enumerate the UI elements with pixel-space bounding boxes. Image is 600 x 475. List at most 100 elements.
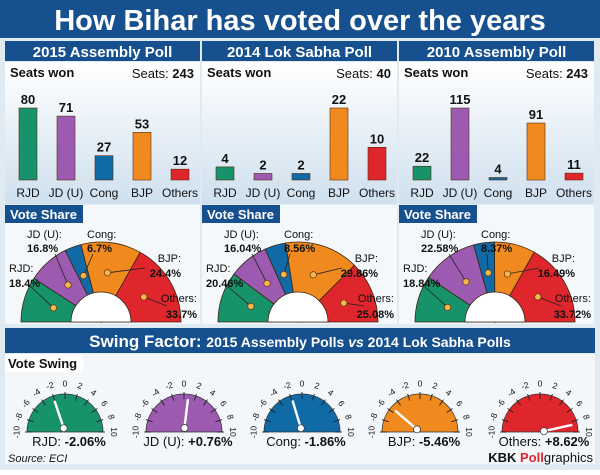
gauge-tick-label: -10 [11, 426, 21, 439]
gauge-tick-label: -8 [132, 412, 144, 423]
share-value: 16.49% [538, 268, 576, 280]
bar-label: RJD [410, 186, 434, 200]
gauge-tick-label: 0 [300, 378, 305, 388]
vote-share-header [5, 205, 83, 223]
bar-value: 22 [332, 92, 346, 107]
gauge-tick [203, 399, 208, 406]
pie-slice-bjp [80, 241, 141, 324]
gauge-party-label: RJD: [32, 434, 65, 449]
gauge-needle [544, 423, 573, 432]
leader-dot [503, 270, 511, 278]
bar-value: 91 [529, 107, 543, 122]
gauge-tick [527, 393, 531, 401]
gauge-tick [566, 408, 573, 413]
leader-dot [263, 279, 271, 287]
gauge-tick [193, 393, 197, 401]
gauge-tick-label: 2 [431, 380, 439, 391]
gauge-tick [559, 399, 564, 406]
bar-jdu [253, 173, 273, 181]
bar-bjp [329, 107, 349, 181]
gauge-caption: Others: +8.62% [499, 434, 590, 449]
gauge-tick [171, 393, 175, 401]
gauge-tick-label: 2 [195, 380, 203, 391]
gauge-needle-hub [296, 424, 305, 433]
bar-cong [94, 155, 114, 181]
gauge-tick [160, 399, 165, 406]
bar-label: Others [556, 186, 592, 200]
gauge-dial [501, 393, 579, 433]
gauge-tick-label: 8 [225, 413, 236, 421]
gauge-tick-label: 4 [89, 387, 99, 398]
gauge-party-label: Cong: [266, 434, 304, 449]
gauge-tick-label: 10 [346, 427, 356, 437]
leader-dot [280, 270, 288, 279]
vote-share-label: Vote Share [404, 207, 471, 222]
poll-title: 2015 Assembly Poll [33, 44, 173, 61]
bar-label: JD (U) [443, 186, 478, 200]
bar-rjd [18, 107, 38, 181]
gauge-needle [53, 400, 65, 428]
gauge-tick [571, 419, 579, 423]
gauge-tick [516, 399, 521, 406]
poll-header [399, 41, 594, 61]
bar-label: JD (U) [246, 186, 281, 200]
gauge-tick-label: -2 [164, 380, 175, 392]
gauge-tick-label: -10 [248, 426, 258, 439]
pie-core [464, 291, 526, 323]
share-value: 8.37% [481, 243, 512, 255]
gauge-tick-label: 10 [584, 427, 594, 437]
leader-dot [103, 269, 111, 277]
seats-area [5, 62, 200, 204]
credit-c: graphics [544, 450, 594, 465]
leader-dot [309, 271, 317, 279]
seats-label: Seats won [10, 65, 74, 80]
gauge-tick-label: 6 [218, 399, 229, 409]
gauge-tick [451, 419, 459, 423]
poll-title: 2010 Assembly Poll [427, 44, 567, 61]
credit: KBK Pollgraphics [488, 450, 593, 465]
gauge-tick-label: 6 [454, 399, 465, 409]
poll-header [202, 41, 397, 61]
gauge-value: +8.62% [545, 434, 590, 449]
gauge-tick [387, 408, 394, 413]
share-label: Cong: [284, 229, 313, 241]
gauge-tick [429, 393, 433, 401]
vote-share-header [202, 205, 280, 223]
gauge-tick-label: 4 [444, 387, 454, 398]
gauge-needle-hub [540, 427, 548, 435]
gauge-tick [52, 393, 56, 401]
bar-label: Others [162, 186, 198, 200]
poll-title: 2014 Lok Sabha Poll [227, 44, 372, 61]
share-value: 33.7% [166, 309, 197, 321]
gauge-tick [151, 408, 158, 413]
leader-line [507, 267, 540, 275]
title-banner [0, 0, 600, 38]
share-label: RJD: [9, 263, 33, 275]
source-note: Source: ECI [8, 453, 67, 465]
gauge-tick [439, 399, 444, 406]
gauge-caption: Cong: -1.86% [266, 434, 346, 449]
bar-label: Cong [90, 186, 119, 200]
gauge-party-label: BJP: [388, 434, 419, 449]
gauge-tick-label: -10 [486, 426, 496, 439]
share-value: 18.84% [403, 278, 441, 290]
leader-line [54, 253, 69, 286]
leader-line [83, 253, 94, 276]
gauge-needle-hub [180, 424, 189, 432]
gauge-tick-label: -8 [488, 412, 500, 423]
bar-others [367, 146, 387, 181]
poll-panel-1: 2015 Assembly Poll Seats won Seats: 243 80 R… [5, 41, 200, 324]
leader-line [283, 253, 291, 275]
gauge-tick-label: 6 [99, 399, 110, 409]
vote-swing-label: Vote Swing [8, 356, 77, 371]
leader-dot [462, 278, 470, 286]
gauge-needle [394, 409, 417, 430]
gauge-tick-label: 4 [208, 387, 218, 398]
bar-others [170, 168, 190, 181]
bar-value: 4 [221, 151, 229, 166]
gauge-tick [311, 393, 315, 401]
seats-total-label: Seats: [132, 66, 172, 81]
swing-title-bold: Swing Factor: [89, 332, 206, 351]
